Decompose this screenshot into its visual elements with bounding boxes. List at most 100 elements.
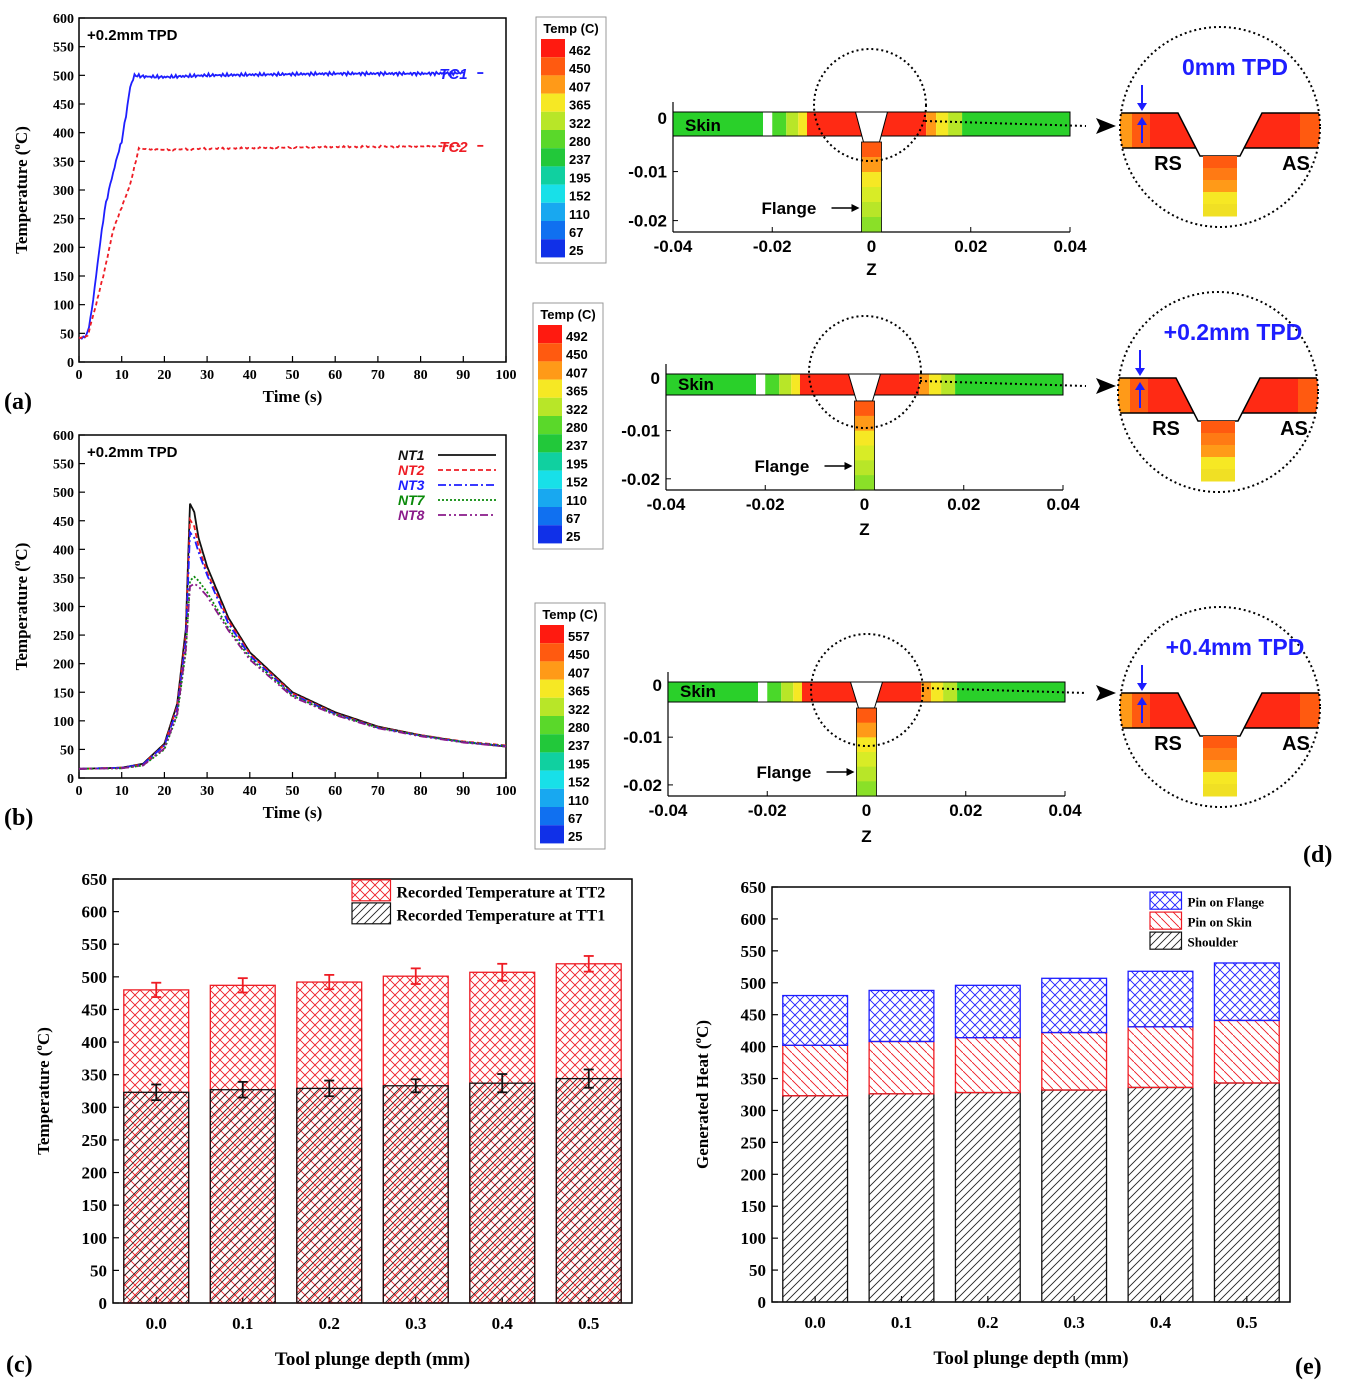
legend-title: Temp (C) [543,21,598,36]
scale-swatch [540,825,564,844]
temp-scale-legend: Temp (C) 492 450 407 365 322 280 237 195 152 110 67… [532,302,604,550]
x-tick-label: 0.4 [1150,1313,1172,1332]
panel-label: (b) [4,805,33,831]
bar-pin-on-skin [1213,1019,1280,1084]
zoom-flange-zone [1203,156,1237,169]
zoom-bubble: +0.2mm TPD RS AS [1117,291,1330,493]
panel-label: (c) [6,1352,33,1378]
bar-pin-on-flange [1127,970,1194,1028]
flange-arrowhead [844,462,853,470]
y-tick-label: 0 [758,1293,767,1312]
y-tick-label: 100 [741,1229,767,1248]
x-tick-label: 50 [286,368,300,383]
legend-label-nt2: NT2 [398,462,425,478]
depth-arrowhead [1137,683,1147,691]
skin-zone [936,112,949,136]
scale-swatch [538,525,562,544]
zoom-groove [1178,113,1262,156]
skin-zone [941,374,956,395]
as-label: AS [1280,418,1308,440]
plot-frame [771,886,1291,1303]
zoom-content [1120,112,1332,217]
scale-swatch [541,166,565,185]
y-tick-label: 0 [658,109,667,128]
zoom-circle [808,315,922,429]
panel-e-stacked-bar-chart: 0 50 100 150 200 250 300 350 400 450 500 550 600 650 0… [692,878,1322,1380]
flange-zone [861,157,882,173]
legend-label-nt3: NT3 [398,477,425,493]
x-tick-label: 40 [243,784,257,799]
zoom-bubble-outline [1119,606,1321,808]
scale-swatch [538,434,562,453]
scale-label: 492 [566,329,588,344]
y-tick-label: 0 [67,356,74,371]
y-tick-label: 0 [67,772,74,787]
flange-zone [856,722,877,738]
y-tick-label: 50 [60,327,74,342]
y-tick-label: 50 [749,1261,766,1280]
zoom-arrowhead [1096,118,1116,134]
y-tick-label: 150 [53,686,74,701]
y-tick-label: 0 [653,676,662,695]
scale-swatch [540,697,564,716]
flange-outline [856,707,877,797]
flange-zone [856,781,877,797]
scale-swatch [540,770,564,789]
x-tick-label: 0.5 [1236,1313,1257,1332]
zoom-leader [921,687,1087,694]
series-line-tc1 [78,70,464,340]
bar-pin-on-flange [954,984,1021,1039]
zoom-circle [813,48,927,162]
x-tick-label: 10 [115,784,129,799]
scale-swatch [540,679,564,698]
scale-swatch [540,734,564,753]
pin-groove [849,681,884,709]
zoom-skin-rs-edge [1120,113,1132,148]
skin-zone [948,112,963,136]
panel-a-line-chart: 0 10 20 30 40 50 60 70 80 90 100 0 50 100 150 200 250 300… [4,12,517,415]
zoom-flange-zone [1203,180,1237,193]
y-tick-label: 550 [82,935,108,954]
scale-label: 450 [569,61,591,76]
x-tick-label: 0.04 [1048,801,1082,820]
depth-arrowhead [1135,382,1145,390]
skin-zone [765,374,780,395]
bar-recorded-temperature-at-tt1 [555,1077,622,1304]
zoom-flange-zone [1203,784,1237,797]
series-line-nt8 [78,582,507,770]
scale-label: 195 [568,756,590,771]
y-tick-label: 400 [741,1038,767,1057]
zoom-skin-rs-edge [1118,378,1130,413]
flange-label: Flange [762,199,817,218]
scale-label: 110 [566,493,587,508]
y-axis-title: Temperature (oC) [11,543,31,671]
x-tick-label: 100 [496,784,517,799]
legend-label: Recorded Temperature at TT1 [397,908,606,925]
skin-label: Skin [680,682,716,701]
y-tick-label: 0 [99,1294,108,1313]
scale-swatch [538,488,562,507]
scale-label: 110 [569,207,590,222]
skin-zone [781,682,794,702]
bar-pin-on-skin [782,1044,849,1097]
y-tick-label: 400 [53,127,74,142]
bar-recorded-temperature-at-tt1 [469,1082,536,1304]
scale-swatch [540,643,564,662]
bar-recorded-temperature-at-tt1 [382,1085,449,1304]
x-tick-label: 10 [115,368,129,383]
bar-recorded-temperature-at-tt1 [296,1087,363,1304]
zoom-skin-as-edge [1318,378,1330,413]
temp-scale-legend: Temp (C) 557 450 407 365 322 280 237 195 152 110 67… [534,602,606,850]
scale-swatch [541,130,565,149]
x-tick-label: 70 [371,368,385,383]
scale-label: 365 [566,384,588,399]
skin-zone [957,682,1065,702]
y-tick-label: 350 [741,1070,767,1089]
scale-swatch [540,625,564,644]
zoom-skin-as-edge [1320,113,1332,148]
scale-label: 152 [568,775,590,790]
plot-frame [78,434,507,779]
scale-swatch [541,239,565,258]
scale-label: 67 [569,225,583,240]
flange-zone [861,142,882,158]
